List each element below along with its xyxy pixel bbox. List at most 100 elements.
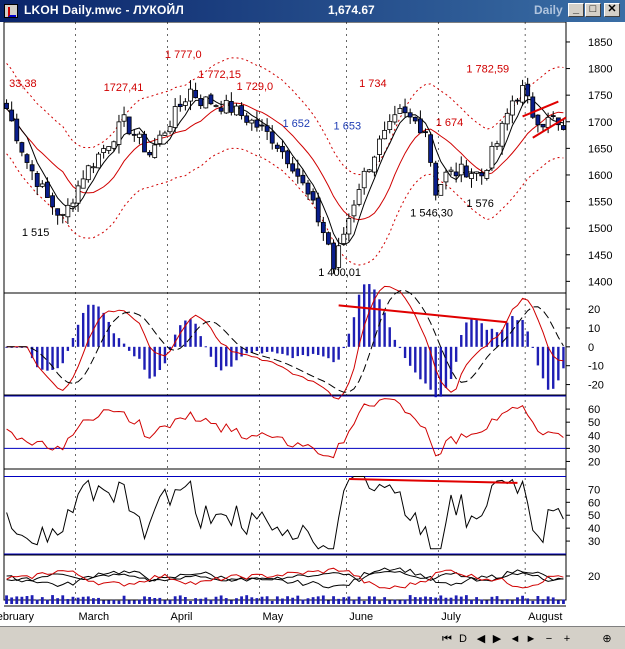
volume-bar — [424, 596, 427, 604]
candle — [504, 112, 510, 125]
macd-bar — [470, 319, 473, 347]
volume-bar — [122, 595, 126, 604]
maximize-button[interactable]: □ — [585, 3, 601, 17]
candle — [392, 114, 398, 123]
candle — [336, 245, 342, 268]
macd-bar — [97, 306, 100, 347]
macd-bar — [500, 329, 504, 347]
volume-bar — [327, 600, 330, 604]
macd-bar — [434, 346, 437, 398]
macd-bar — [398, 346, 402, 349]
macd-bar — [219, 346, 223, 371]
minimize-button[interactable]: _ — [568, 3, 584, 17]
zoom-in-button[interactable]: + — [563, 633, 571, 645]
volume-bar — [383, 597, 387, 604]
volume-bar — [347, 596, 351, 604]
stoch-divergence-line — [348, 478, 518, 484]
macd-bar — [531, 346, 534, 348]
candle — [131, 133, 137, 136]
stoch-tick-label: 30 — [588, 536, 600, 548]
macd-bar — [403, 346, 407, 359]
volume-bar — [270, 600, 274, 604]
price-annotation: 1 782,59 — [466, 63, 509, 75]
volume-bar — [357, 596, 361, 604]
candle — [126, 116, 132, 135]
candle — [167, 126, 173, 133]
candle — [494, 143, 500, 147]
volume-bar — [551, 597, 555, 604]
volume-bar — [562, 599, 565, 604]
macd-bar — [153, 346, 156, 377]
envelope-lower — [6, 147, 564, 266]
macd-bar — [449, 346, 453, 380]
volume-bar — [321, 595, 325, 604]
volume-bar — [158, 597, 162, 604]
candle — [525, 83, 531, 97]
scroll-left-button[interactable]: ◀ — [476, 633, 486, 645]
macd-line — [6, 285, 564, 400]
scroll-right-button[interactable]: ▶ — [492, 633, 502, 645]
macd-bar — [317, 346, 320, 355]
step-left-button[interactable]: ◄ — [509, 633, 521, 645]
window-title: LKOH Daily.mwc - ЛУКОЙЛ — [24, 3, 184, 17]
macd-bar — [557, 346, 560, 381]
candle — [29, 164, 35, 172]
volume-bar — [536, 596, 540, 604]
volume-bar — [245, 595, 249, 604]
candle — [305, 182, 311, 195]
candle — [234, 105, 239, 116]
settings-button[interactable]: ⊕ — [602, 633, 612, 645]
volume-bar — [521, 595, 524, 604]
macd-bar — [439, 346, 443, 397]
volume-bar — [168, 599, 172, 604]
macd-tick-label: 20 — [588, 304, 600, 316]
moving-average-red — [6, 102, 564, 221]
stoch-tick-label: 70 — [588, 484, 600, 496]
candle — [244, 115, 250, 123]
volume-bar — [61, 595, 65, 604]
volume-bar — [178, 595, 182, 604]
macd-bar — [107, 321, 110, 347]
price-annotation: 1 652 — [282, 118, 310, 130]
volume-bar — [240, 596, 243, 604]
zoom-out-button[interactable]: − — [545, 633, 553, 645]
macd-bar — [112, 333, 116, 347]
close-button[interactable]: ✕ — [604, 3, 620, 17]
macd-bar — [541, 346, 545, 379]
macd-bar — [506, 322, 509, 347]
volume-bar — [480, 599, 484, 604]
chart-area[interactable]: 1400 1450 1500 1550 1600 1650 1700 1750 1800 1850… — [0, 21, 625, 626]
volume-bar — [102, 600, 106, 604]
volume-bar — [332, 596, 335, 604]
candle — [142, 133, 147, 153]
candle — [9, 109, 15, 122]
price-annotation: 1 576 — [466, 198, 494, 210]
price-tick-label: 1850 — [588, 37, 612, 49]
macd-bar — [204, 346, 208, 348]
volume-bar — [367, 596, 371, 604]
volume-bar — [51, 595, 54, 604]
macd-bar — [444, 346, 448, 388]
chart-svg[interactable]: 1400 1450 1500 1550 1600 1650 1700 1750 1800 1850… — [0, 21, 625, 626]
volume-bar — [204, 597, 208, 604]
volume-bar — [541, 599, 545, 604]
volume-bar — [173, 596, 177, 604]
macd-bar — [475, 319, 478, 347]
period-label: Daily — [534, 3, 563, 17]
first-bar-button[interactable]: ⏮ — [442, 633, 452, 645]
candle — [34, 173, 40, 187]
stochastic-line — [6, 476, 564, 550]
volume-bar — [214, 596, 218, 604]
step-right-button[interactable]: ► — [525, 633, 537, 645]
candle — [320, 221, 326, 234]
candle — [70, 202, 76, 207]
candle — [479, 172, 485, 177]
candle — [14, 118, 20, 142]
volume-bar — [199, 598, 203, 604]
macd-tick-label: 10 — [588, 323, 600, 335]
candle — [228, 101, 234, 113]
period-button[interactable]: D — [459, 633, 467, 645]
month-label: April — [170, 611, 192, 623]
candle — [203, 96, 209, 109]
month-label: March — [79, 611, 110, 623]
